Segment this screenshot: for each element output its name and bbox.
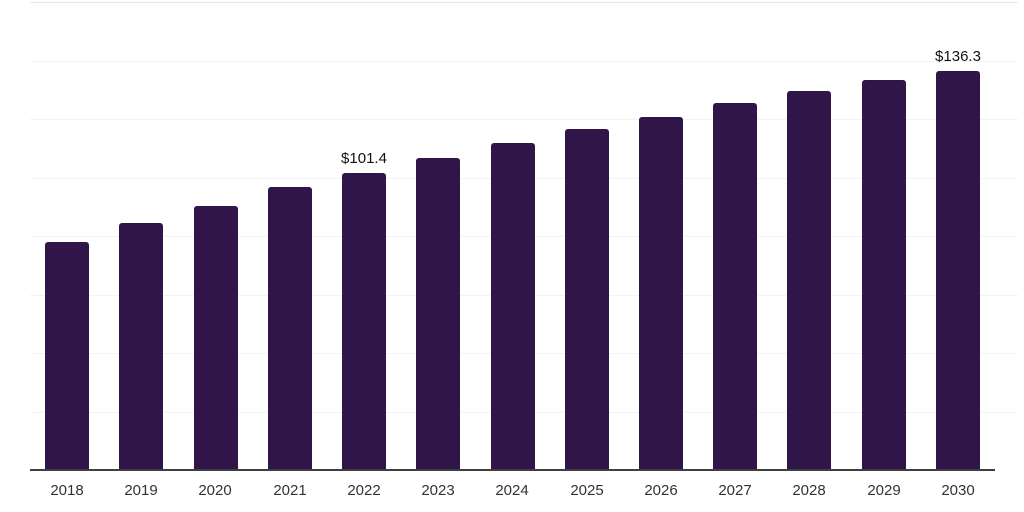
bar-2020 — [194, 206, 238, 470]
bar-2025 — [565, 129, 609, 470]
x-axis-line — [30, 469, 995, 471]
x-tick-label-2025: 2025 — [570, 482, 604, 499]
x-tick-label-2022: 2022 — [347, 482, 381, 499]
x-tick-label-2019: 2019 — [124, 482, 158, 499]
x-tick-label-2027: 2027 — [718, 482, 752, 499]
bar-2028 — [787, 91, 831, 470]
bar-2023 — [416, 158, 460, 470]
bar-2029 — [862, 80, 906, 470]
bar-2018 — [45, 242, 89, 470]
bar-2021 — [268, 187, 312, 470]
x-tick-label-2026: 2026 — [644, 482, 678, 499]
bar-value-label-2022: $101.4 — [341, 150, 387, 167]
bar-2022 — [342, 173, 386, 470]
gridline-160 — [30, 2, 1018, 3]
x-tick-label-2021: 2021 — [273, 482, 307, 499]
x-tick-label-2030: 2030 — [941, 482, 975, 499]
x-tick-label-2029: 2029 — [867, 482, 901, 499]
bar-value-label-2030: $136.3 — [935, 48, 981, 65]
x-tick-label-2020: 2020 — [198, 482, 232, 499]
x-tick-label-2023: 2023 — [421, 482, 455, 499]
bar-2030 — [936, 71, 980, 470]
bar-2024 — [491, 143, 535, 470]
x-tick-label-2024: 2024 — [495, 482, 529, 499]
bar-2019 — [119, 223, 163, 470]
x-tick-label-2028: 2028 — [792, 482, 826, 499]
x-tick-label-2018: 2018 — [50, 482, 84, 499]
bar-2026 — [639, 117, 683, 470]
bar-2027 — [713, 103, 757, 470]
gridline-140 — [30, 61, 1018, 62]
